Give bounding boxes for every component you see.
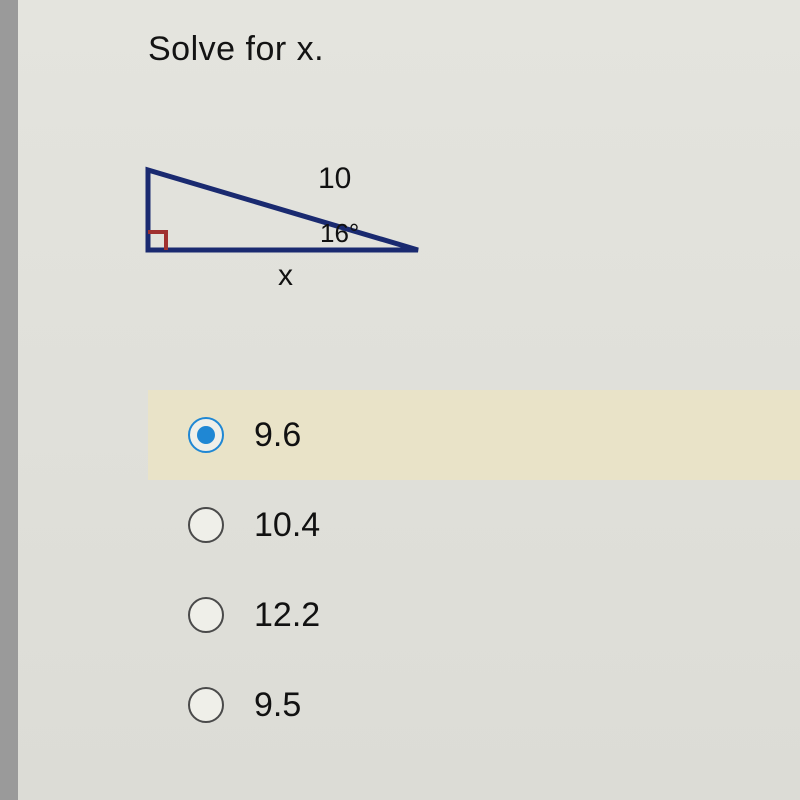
option-row[interactable]: 10.4: [148, 480, 800, 570]
angle-label: 16°: [320, 218, 359, 248]
answer-options: 9.6 10.4 12.2 9.5: [148, 390, 800, 750]
question-page: Solve for x. 10 16° x 9.6 10.4: [18, 0, 800, 800]
radio-icon[interactable]: [188, 507, 224, 543]
base-label: x: [278, 259, 293, 292]
triangle-diagram: 10 16° x: [128, 150, 488, 330]
option-label: 9.6: [254, 416, 301, 455]
radio-icon[interactable]: [188, 597, 224, 633]
question-prompt: Solve for x.: [148, 30, 324, 69]
option-label: 12.2: [254, 596, 320, 635]
option-row[interactable]: 12.2: [148, 570, 800, 660]
triangle-svg: 10 16° x: [128, 150, 488, 325]
radio-icon[interactable]: [188, 687, 224, 723]
radio-dot-icon: [197, 426, 215, 444]
right-angle-icon: [148, 232, 166, 250]
option-row[interactable]: 9.6: [148, 390, 800, 480]
scrollbar-track: [0, 0, 18, 800]
radio-icon[interactable]: [188, 417, 224, 453]
option-row[interactable]: 9.5: [148, 660, 800, 750]
option-label: 9.5: [254, 686, 301, 725]
option-label: 10.4: [254, 506, 320, 545]
hypotenuse-label: 10: [318, 162, 351, 195]
triangle-outline: [148, 170, 418, 250]
